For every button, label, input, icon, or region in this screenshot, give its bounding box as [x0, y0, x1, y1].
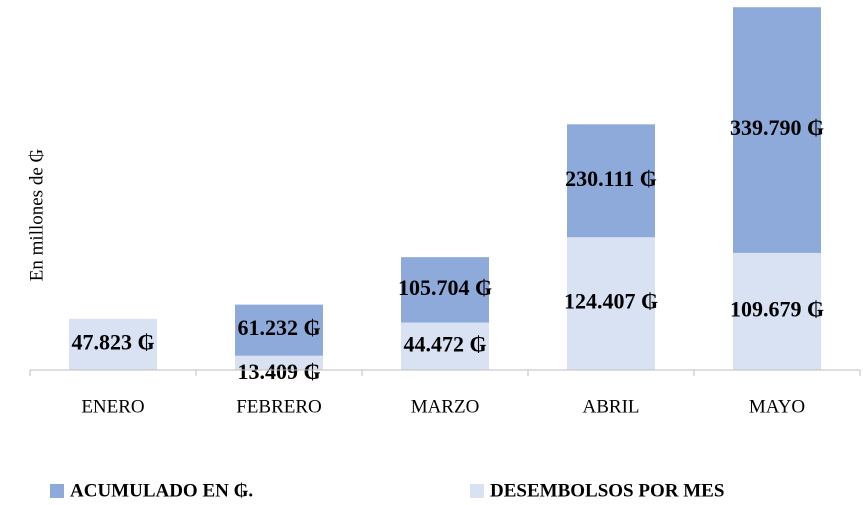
- legend-swatch: [50, 484, 64, 498]
- bar: [235, 355, 323, 370]
- data-label: 230.111 ₲: [565, 166, 657, 191]
- data-label: 109.679 ₲: [730, 296, 824, 321]
- legend-swatch: [470, 484, 484, 498]
- data-label: 105.704 ₲: [398, 275, 492, 300]
- x-tick-label: ENERO: [81, 396, 144, 417]
- bar: [401, 322, 489, 370]
- data-label: 339.790 ₲: [730, 115, 824, 140]
- legend-label: ACUMULADO EN ₲.: [70, 480, 253, 501]
- data-label: 61.232 ₲: [237, 315, 320, 340]
- bar: [733, 252, 821, 370]
- data-label: 124.407 ₲: [564, 289, 658, 314]
- x-tick-label: FEBRERO: [236, 396, 322, 417]
- data-label: 13.409 ₲: [237, 359, 320, 384]
- bar: [69, 318, 157, 370]
- data-label: 47.823 ₲: [71, 330, 154, 355]
- x-tick-label: MARZO: [411, 396, 480, 417]
- y-axis-label: En millones de ₲: [26, 148, 47, 281]
- x-tick-label: MAYO: [749, 396, 805, 417]
- legend-label: DESEMBOLSOS POR MES: [490, 480, 724, 501]
- x-tick-label: ABRIL: [583, 396, 640, 417]
- data-label: 44.472 ₲: [403, 331, 486, 356]
- bar: [567, 237, 655, 370]
